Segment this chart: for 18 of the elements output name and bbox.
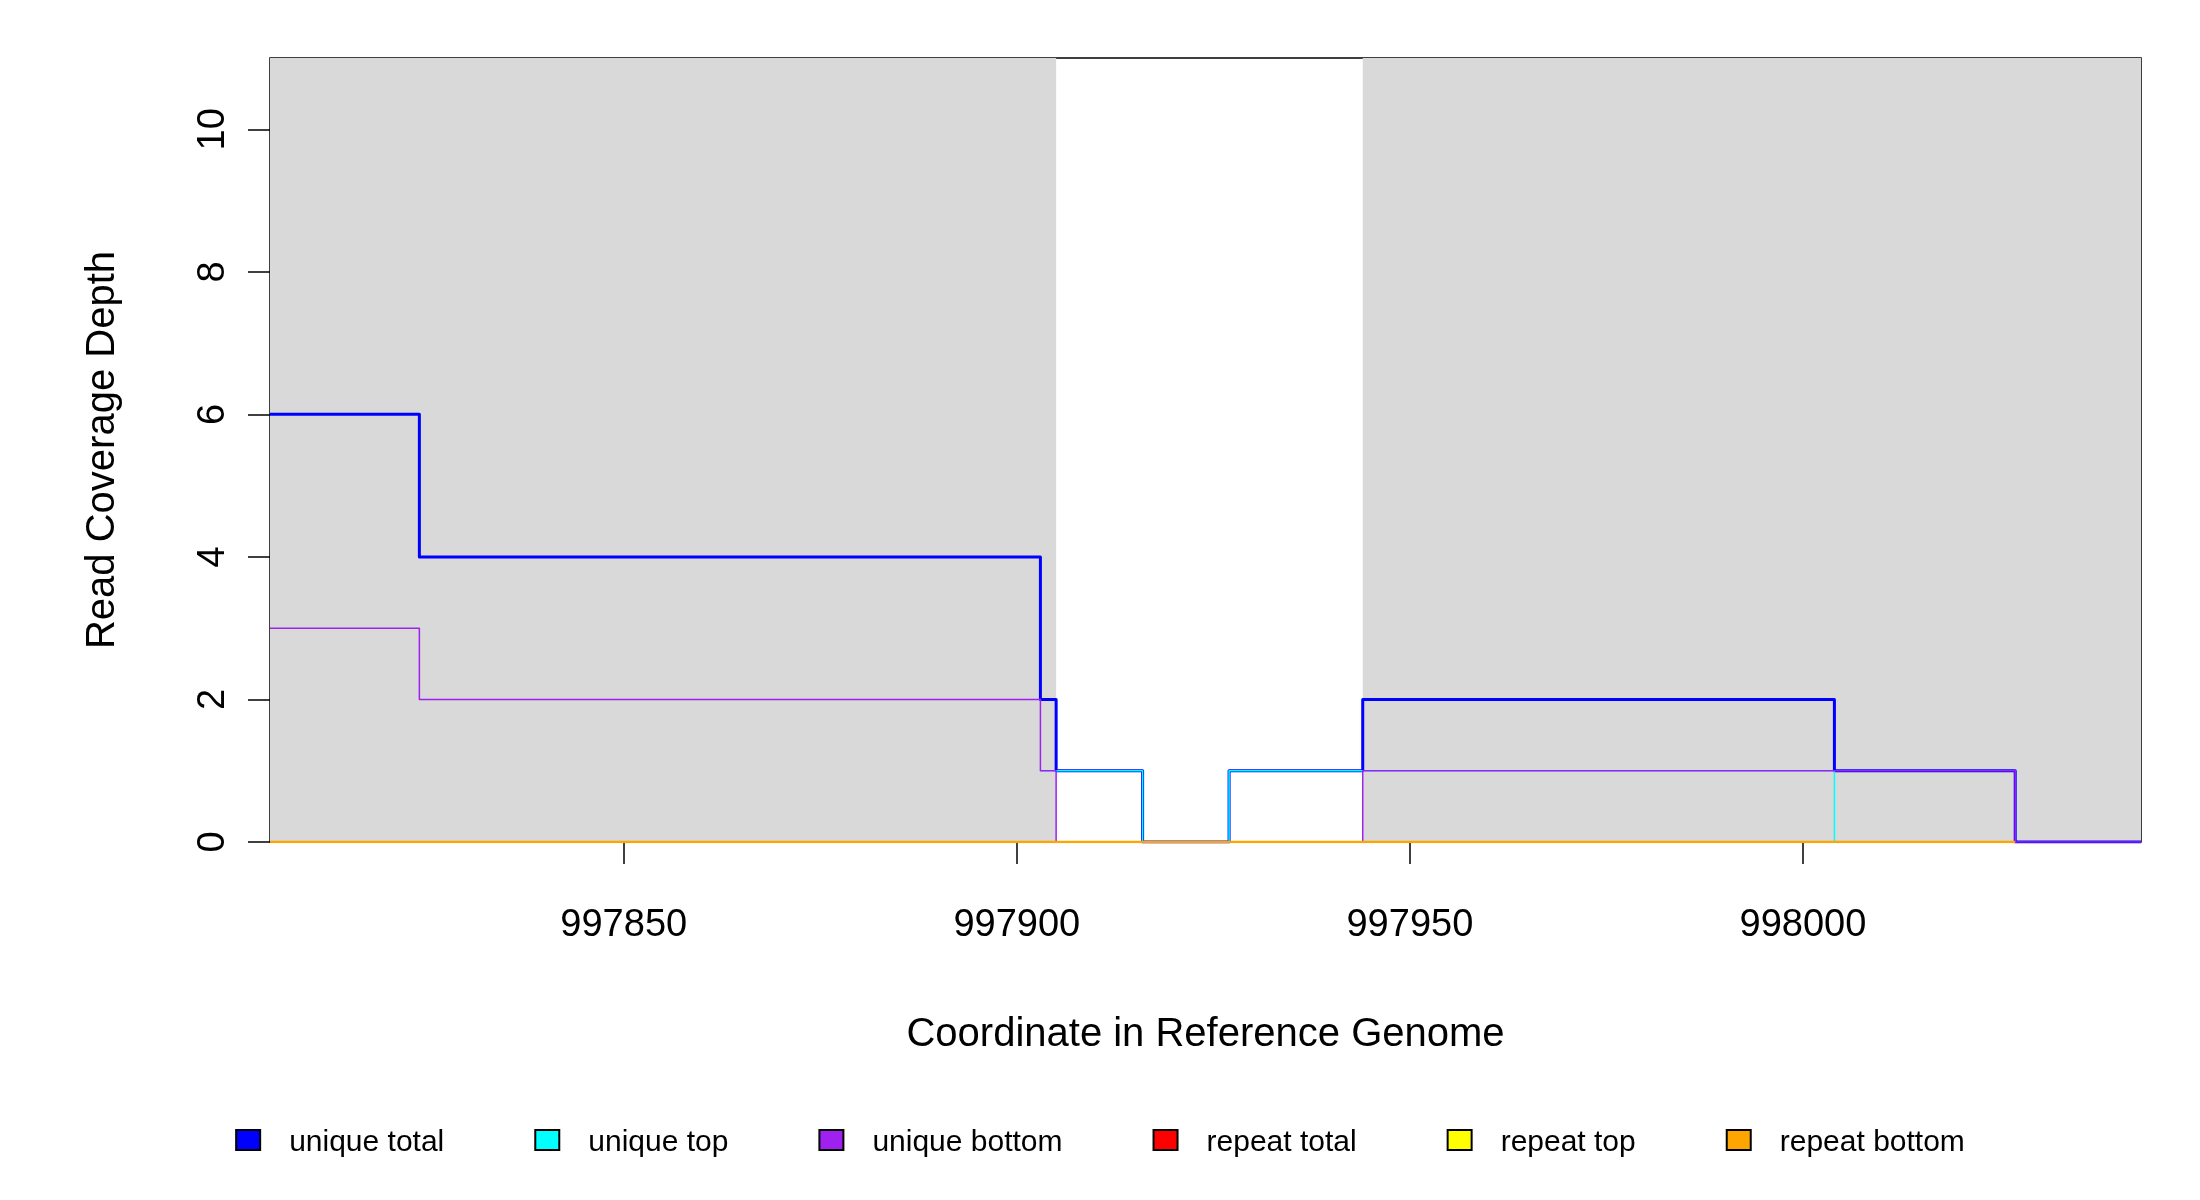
y-tick-label: 10 (190, 108, 232, 151)
legend-label: unique total (289, 1123, 445, 1157)
y-tick-label: 8 (190, 261, 232, 283)
x-axis-title: Coordinate in Reference Genome (906, 1010, 1505, 1054)
y-tick-label: 4 (190, 546, 232, 568)
y-axis-title: Read Coverage Depth (78, 250, 122, 650)
y-tick-label: 6 (190, 403, 232, 425)
x-tick-label: 997850 (560, 902, 688, 944)
y-tick-label: 2 (190, 688, 232, 711)
x-tick-label: 998000 (1739, 902, 1867, 944)
legend-label: repeat top (1500, 1123, 1636, 1157)
legend-label: repeat total (1206, 1123, 1357, 1157)
y-tick-label: 0 (190, 831, 232, 853)
legend-label: unique bottom (872, 1123, 1063, 1157)
legend-label: repeat bottom (1779, 1123, 1965, 1157)
legend-label: unique top (588, 1123, 729, 1157)
x-tick-label: 997900 (953, 902, 1081, 944)
x-tick-label: 997950 (1346, 902, 1474, 944)
